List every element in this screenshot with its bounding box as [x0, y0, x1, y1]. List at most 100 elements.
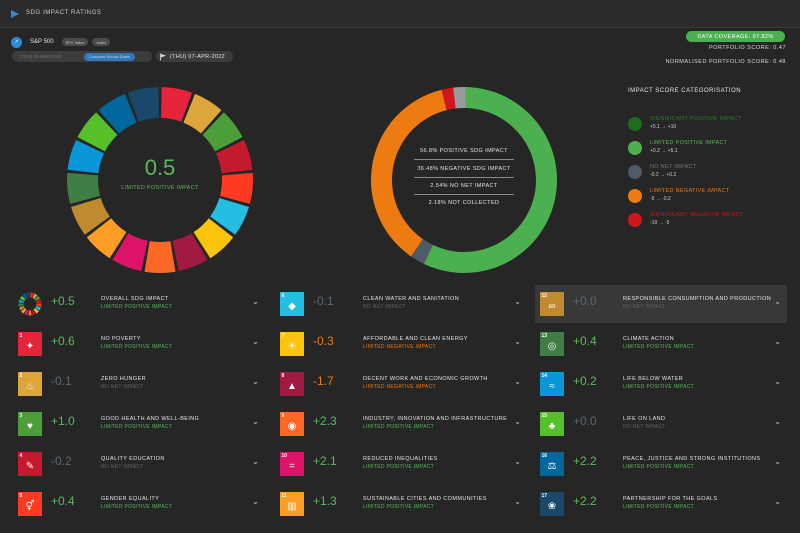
chevron-down-icon[interactable]: ⌄: [774, 417, 781, 426]
chevron-down-icon[interactable]: ⌄: [774, 457, 781, 466]
chevron-down-icon[interactable]: ⌄: [514, 337, 521, 346]
chevron-down-icon[interactable]: ⌄: [774, 497, 781, 506]
sdg-8-icon: 8 ▲: [280, 372, 304, 396]
sdg-2-icon: 2 ♨: [18, 372, 42, 396]
sdg-row-14[interactable]: 14 ≈ +0.2 LIFE BELOW WATER LIMITED POSITIVE …: [535, 365, 787, 403]
legend-dot: [628, 189, 642, 203]
legend-name: SIGNIFICANT POSITIVE IMPACT: [650, 116, 742, 122]
legend-name: LIMITED NEGATIVE IMPACT: [650, 188, 730, 194]
sdg-wheel-segment: [193, 218, 234, 259]
sdg-row-16[interactable]: 16 ⚖ +2.2 PEACE, JUSTICE AND STRONG INSTITU…: [535, 445, 787, 483]
sdg-row-2[interactable]: 2 ♨ -0.1 ZERO HUNGER NO NET IMPACT ⌄: [13, 365, 265, 403]
sdg-row-9[interactable]: 9 ◉ +2.3 INDUSTRY, INNOVATION AND INFRASTRU…: [275, 405, 527, 443]
chevron-down-icon[interactable]: ⌄: [514, 417, 521, 426]
sdg-name: CLIMATE ACTION: [623, 336, 675, 342]
legend-name: NO NET IMPACT: [650, 164, 697, 170]
sdg-score: -0.1: [313, 294, 334, 308]
sdg-score: +0.0: [573, 414, 597, 428]
legend-range: +5.1 → +10: [650, 124, 677, 130]
sdg-7-icon: 7 ☀: [280, 332, 304, 356]
sdg-row-6[interactable]: 6 ◆ -0.1 CLEAN WATER AND SANITATION NO NET I…: [275, 285, 527, 323]
chevron-down-icon[interactable]: ⌄: [514, 377, 521, 386]
breakdown-segment-no-net: [410, 239, 433, 264]
chevron-down-icon[interactable]: ⌄: [252, 457, 259, 466]
chevron-down-icon[interactable]: ⌄: [774, 297, 781, 306]
sdg-category: LIMITED NEGATIVE IMPACT: [363, 384, 436, 390]
breakdown-segment-positive: [423, 87, 558, 273]
sdg-row-5[interactable]: 5 ⚥ +0.4 GENDER EQUALITY LIMITED POSITIVE IM…: [13, 485, 265, 523]
sdg-score: -0.3: [313, 334, 334, 348]
sdg-row-15[interactable]: 15 ♣ +0.0 LIFE ON LAND NO NET IMPACT ⌄: [535, 405, 787, 443]
sdg-name: GENDER EQUALITY: [101, 496, 160, 502]
sdg-row-1[interactable]: 1 ✦ +0.6 NO POVERTY LIMITED POSITIVE IMPACT ⌄: [13, 325, 265, 363]
chevron-down-icon[interactable]: ⌄: [252, 377, 259, 386]
sdg-row-7[interactable]: 7 ☀ -0.3 AFFORDABLE AND CLEAN ENERGY LIMITED…: [275, 325, 527, 363]
sdg-score: -0.1: [51, 374, 72, 388]
impact-breakdown-chart: [371, 87, 558, 273]
sdg-name: LIFE BELOW WATER: [623, 376, 684, 382]
sdg-wheel-segment: [112, 233, 148, 272]
chevron-down-icon[interactable]: ⌄: [514, 497, 521, 506]
sdg-wheel-segment: [219, 173, 253, 204]
sdg-row-4[interactable]: 4 ✎ -0.2 QUALITY EDUCATION NO NET IMPACT ⌄: [13, 445, 265, 483]
end-date-field[interactable]: (THU) 07-APR-2022: [156, 51, 233, 62]
chevron-down-icon[interactable]: ⌄: [514, 457, 521, 466]
sdg-5-icon: 5 ⚥: [18, 492, 42, 516]
sdg-wheel-segment: [127, 87, 159, 122]
start-date: (THU) 10-MAR-2022: [20, 54, 62, 59]
sdg-row-10[interactable]: 10 = +2.1 REDUCED INEQUALITIES LIMITED POSIT…: [275, 445, 527, 483]
sdg-score: +0.5: [51, 294, 75, 308]
legend-range: +0.2 → +5.1: [650, 148, 678, 154]
breakdown-positive: 56.8% POSITIVE SDG IMPACT: [420, 148, 508, 154]
sdg-category: LIMITED POSITIVE IMPACT: [363, 504, 434, 510]
sdg-row-11[interactable]: 11 ▥ +1.3 SUSTAINABLE CITIES AND COMMUNITIE…: [275, 485, 527, 523]
sdg-name: LIFE ON LAND: [623, 416, 666, 422]
chevron-down-icon[interactable]: ⌄: [774, 377, 781, 386]
chevron-down-icon[interactable]: ⌄: [252, 337, 259, 346]
sdg-list: +0.5 OVERALL SDG IMPACT LIMITED POSITIVE I…: [0, 285, 800, 533]
sdg-wheel-segment: [172, 233, 208, 272]
legend-range: -10 → -5: [650, 220, 670, 226]
sdg-11-icon: 11 ▥: [280, 492, 304, 516]
sdg-14-icon: 14 ≈: [540, 372, 564, 396]
sdg-name: AFFORDABLE AND CLEAN ENERGY: [363, 336, 468, 342]
sdg-name: ZERO HUNGER: [101, 376, 147, 382]
sdg-3-icon: 3 ♥: [18, 412, 42, 436]
sdg-score: +0.4: [573, 334, 597, 348]
sdg-row-13[interactable]: 13 ◎ +0.4 CLIMATE ACTION LIMITED POSITIVE IM…: [535, 325, 787, 363]
chevron-down-icon[interactable]: ⌄: [774, 337, 781, 346]
sdg-wheel-segment: [77, 112, 118, 152]
sdg-category: NO NET IMPACT: [363, 304, 406, 310]
portfolio-name: S&P 500: [30, 39, 54, 45]
portfolio-selector[interactable]: ↗ S&P 500 SPX Index Index: [11, 35, 111, 49]
portfolio-tag: Index: [92, 38, 111, 46]
overall-score-label: LIMITED POSITIVE IMPACT: [121, 185, 199, 191]
compare-dates-button[interactable]: Compare Across Dates: [84, 52, 136, 61]
sdg-category: LIMITED POSITIVE IMPACT: [623, 464, 694, 470]
sdg-row-overall[interactable]: +0.5 OVERALL SDG IMPACT LIMITED POSITIVE I…: [13, 285, 265, 323]
sdg-15-icon: 15 ♣: [540, 412, 564, 436]
date-controls: (THU) 10-MAR-2022 Compare Across Dates (…: [12, 51, 233, 62]
breakdown-not-collected: 2.18% NOT COLLECTED: [428, 200, 500, 206]
play-logo-icon: [11, 10, 19, 18]
sdg-row-8[interactable]: 8 ▲ -1.7 DECENT WORK AND ECONOMIC GROWTH LIM…: [275, 365, 527, 403]
sdg-name: QUALITY EDUCATION: [101, 456, 165, 462]
sdg-row-3[interactable]: 3 ♥ +1.0 GOOD HEALTH AND WELL-BEING LIMITED …: [13, 405, 265, 443]
sdg-category: LIMITED POSITIVE IMPACT: [101, 344, 172, 350]
sdg-category: LIMITED POSITIVE IMPACT: [623, 344, 694, 350]
sdg-name: REDUCED INEQUALITIES: [363, 456, 438, 462]
chevron-down-icon[interactable]: ⌄: [252, 297, 259, 306]
sdg-9-icon: 9 ◉: [280, 412, 304, 436]
sdg-row-17[interactable]: 17 ❀ +2.2 PARTNERSHIP FOR THE GOALS LIMITED …: [535, 485, 787, 523]
chevron-down-icon[interactable]: ⌄: [514, 297, 521, 306]
sdg-row-12[interactable]: 12 ∞ +0.0 RESPONSIBLE CONSUMPTION AND PRODU…: [535, 285, 787, 323]
sdg-wheel-icon: [18, 292, 42, 316]
sdg-category: LIMITED POSITIVE IMPACT: [623, 384, 694, 390]
sdg-category: LIMITED POSITIVE IMPACT: [363, 424, 434, 430]
chevron-down-icon[interactable]: ⌄: [252, 497, 259, 506]
overall-score-value: 0.5: [144, 155, 176, 180]
start-date-field[interactable]: (THU) 10-MAR-2022 Compare Across Dates: [12, 51, 152, 62]
sdg-4-icon: 4 ✎: [18, 452, 42, 476]
legend-item: SIGNIFICANT NEGATIVE IMPACT -10 → -5: [628, 210, 778, 232]
chevron-down-icon[interactable]: ⌄: [252, 417, 259, 426]
